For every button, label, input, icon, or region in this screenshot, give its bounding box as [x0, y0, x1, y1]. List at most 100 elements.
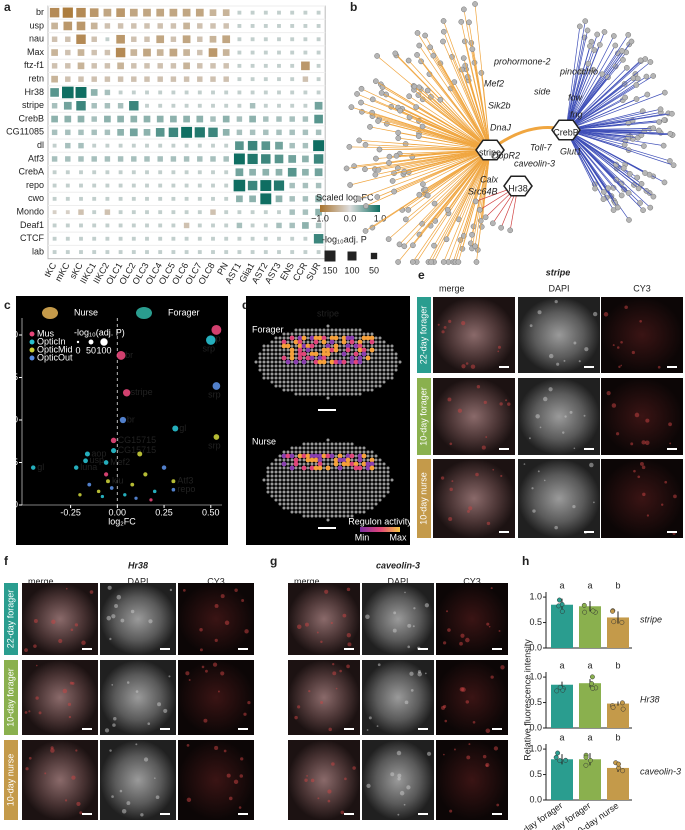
cell — [417, 670, 422, 674]
heatmap-cell — [156, 8, 165, 17]
cell — [426, 751, 432, 756]
cell — [409, 671, 414, 676]
heatmap-cell — [290, 236, 295, 241]
point — [78, 493, 82, 497]
gene-node — [584, 27, 591, 34]
spot — [378, 372, 382, 376]
gene-node — [599, 71, 606, 78]
row-label: ftz-f1 — [24, 60, 44, 70]
cell — [220, 671, 225, 676]
spot — [365, 465, 371, 471]
spot — [378, 384, 382, 388]
spot — [362, 506, 366, 510]
gene-node — [343, 165, 350, 172]
gene-node — [633, 96, 640, 102]
edge — [408, 60, 491, 151]
cell — [498, 629, 501, 632]
heatmap-cell — [290, 90, 295, 95]
cell — [38, 711, 42, 715]
cell — [620, 340, 623, 344]
gene-node — [601, 189, 607, 195]
spot — [370, 388, 374, 392]
spot — [357, 359, 363, 365]
spot — [270, 364, 274, 368]
spot — [278, 336, 282, 340]
spot — [386, 364, 390, 368]
heatmap-cell — [92, 236, 97, 241]
gene-node — [406, 93, 413, 100]
edge — [565, 78, 638, 131]
heatmap-cell — [91, 129, 97, 136]
spot — [313, 465, 319, 471]
spot — [342, 446, 346, 450]
cell — [543, 479, 546, 482]
spot — [306, 328, 310, 332]
replicate — [619, 700, 625, 706]
spot — [298, 388, 302, 392]
heatmap-cell — [273, 180, 285, 191]
spot — [314, 490, 318, 494]
spot — [318, 482, 322, 486]
spot — [346, 506, 350, 510]
cell — [548, 353, 554, 359]
heatmap-cell — [130, 115, 138, 123]
spot — [330, 458, 334, 462]
cell — [631, 350, 635, 355]
spot — [278, 344, 282, 348]
spot — [353, 343, 359, 349]
heatmap-cell — [158, 210, 163, 215]
spot — [302, 490, 306, 494]
bar — [551, 604, 573, 648]
point — [143, 472, 148, 477]
cell — [442, 641, 447, 645]
spot — [329, 339, 335, 345]
edge — [403, 149, 491, 175]
edge — [377, 120, 491, 151]
heatmap-cell — [169, 8, 178, 17]
spot — [270, 470, 274, 474]
heatmap-cell — [210, 63, 216, 69]
heatmap-cell — [65, 76, 71, 82]
spot — [342, 364, 346, 368]
heatmap-cell — [51, 129, 58, 136]
spot — [362, 360, 366, 364]
spot — [354, 372, 358, 376]
spot — [294, 494, 298, 498]
edge — [565, 129, 646, 174]
spot — [318, 470, 322, 474]
significance-letter: a — [559, 660, 564, 670]
spot — [346, 328, 350, 332]
gene-node — [635, 185, 642, 192]
heatmap-cell — [316, 10, 321, 15]
edge — [452, 149, 491, 263]
heatmap-cell — [250, 24, 255, 28]
cell — [447, 397, 452, 402]
heatmap-cell — [275, 168, 283, 176]
spot — [334, 364, 338, 368]
cell — [644, 440, 650, 446]
spot — [382, 356, 386, 360]
replicate — [557, 684, 563, 690]
gene-label: DopR2 — [492, 150, 520, 160]
spot — [346, 392, 350, 396]
spot — [302, 502, 306, 506]
spot — [374, 336, 378, 340]
spot — [306, 364, 310, 368]
gene-node — [440, 28, 447, 35]
spot — [346, 372, 350, 376]
gene-node — [440, 38, 446, 45]
cell — [214, 745, 219, 751]
spot — [374, 454, 378, 458]
heatmap-cell — [263, 116, 269, 122]
edge — [565, 45, 616, 131]
spot — [322, 376, 326, 380]
bar — [607, 617, 629, 648]
spot — [357, 343, 363, 349]
column-header: CY3 — [207, 576, 225, 586]
cell — [147, 722, 151, 726]
spot — [293, 457, 299, 463]
legend-label: OpticIn — [37, 336, 66, 346]
cell — [244, 629, 249, 634]
gene-node — [378, 90, 385, 96]
spot — [358, 470, 362, 474]
